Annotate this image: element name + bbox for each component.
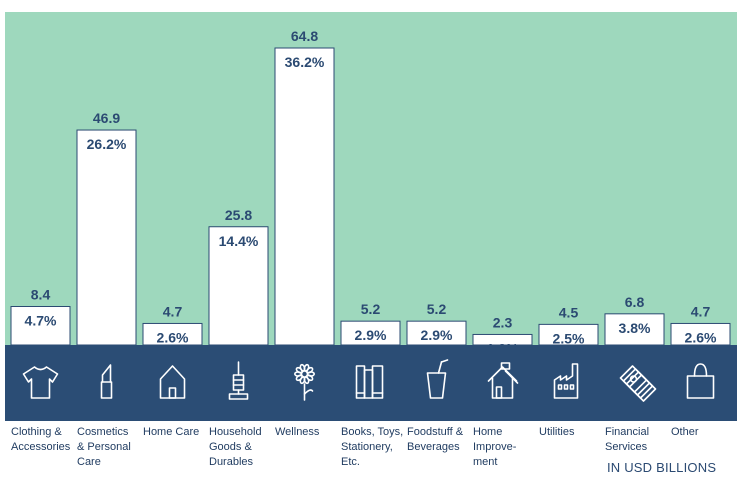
value-label-5: 64.8 [291,28,318,44]
factory-icon [553,363,579,399]
value-label-4: 25.8 [225,207,252,223]
category-label-9: Utilities [539,426,575,438]
percent-label-3: 2.6% [157,329,189,345]
category-label-5: Wellness [275,426,320,438]
value-label-11: 4.7 [691,303,711,319]
house-icon [159,365,186,399]
percent-label-10: 3.8% [619,320,651,336]
category-label-7: Foodstuff & Beverages [407,426,464,453]
value-label-7: 5.2 [427,301,447,317]
value-label-10: 6.8 [625,294,645,310]
books-icon [355,365,384,399]
category-label-10: Financial Services [605,426,650,453]
percent-label-7: 2.9% [421,327,453,343]
unit-note: IN USD BILLIONS [607,460,717,475]
category-label-11: Other [671,426,699,438]
percent-label-2: 26.2% [87,136,127,152]
value-label-9: 4.5 [559,304,579,320]
vacuum-icon [228,361,249,400]
category-label-3: Home Care [143,426,200,438]
bar-5 [274,47,335,346]
category-icons [22,359,715,402]
value-label-6: 5.2 [361,301,381,317]
category-label-8: Home Improve- ment [473,426,517,468]
value-label-2: 46.9 [93,110,120,126]
category-label-6: Books, Toys, Stationery, Etc. [341,426,404,468]
value-label-1: 8.4 [31,287,51,303]
drink-cup-icon [426,359,449,399]
percent-label-4: 14.4% [219,233,259,249]
shopping-bag-icon [686,363,715,399]
category-label-1: Clothing & Accessories [11,426,71,453]
lipstick-icon [100,364,113,399]
category-label-4: Household Goods & Durables [209,426,262,468]
bars: 4.7% 8.4 26.2% 46.9 2.6% 4.7 14.4% 25.8 36.2% 64.… [10,28,731,356]
value-label-8: 2.3 [493,314,513,330]
percent-label-9: 2.5% [553,330,585,346]
house-hammer-icon [487,362,519,399]
percent-label-1: 4.7% [25,313,57,329]
percent-label-11: 2.6% [685,329,717,345]
tshirt-icon [22,366,59,399]
banknotes-icon [619,365,657,402]
percent-label-5: 36.2% [285,54,325,70]
category-label-2: Cosmetics & Personal Care [77,426,131,468]
flower-icon [294,363,315,401]
icon-band [5,345,737,421]
value-label-3: 4.7 [163,303,183,319]
bar-1 [10,306,71,346]
percent-label-6: 2.9% [355,327,387,343]
bar-2 [76,129,137,346]
